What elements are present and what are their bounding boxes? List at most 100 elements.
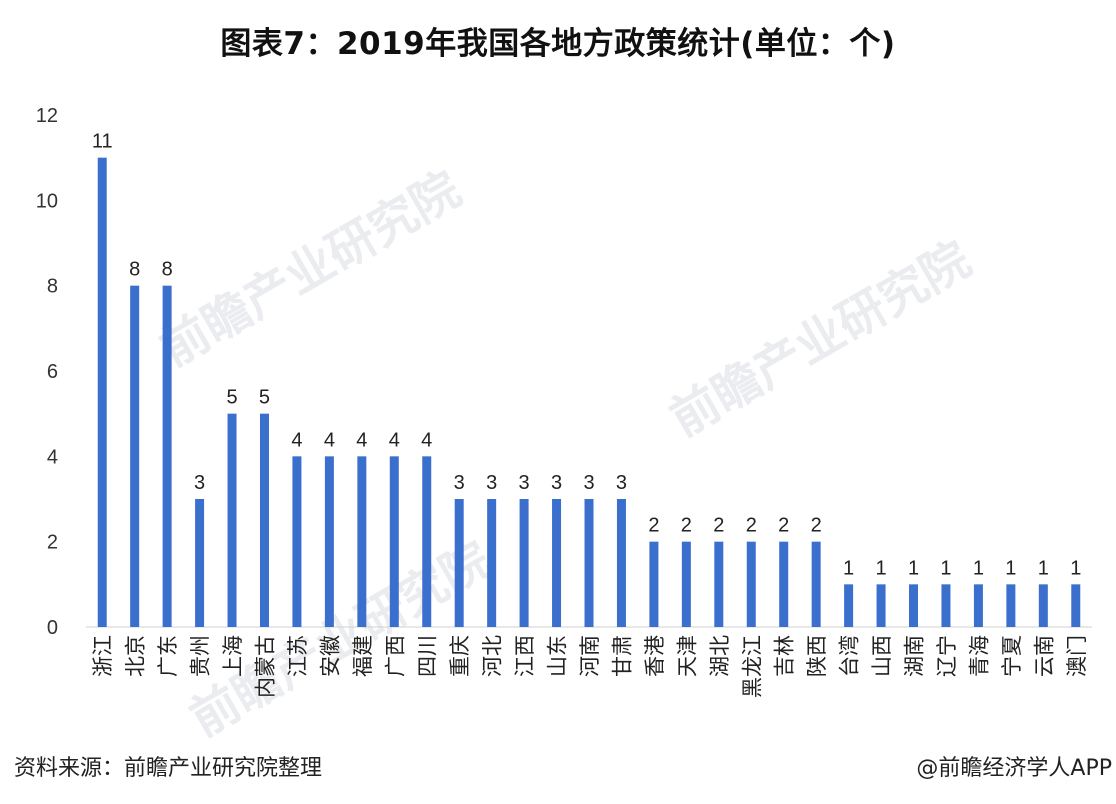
category-label: 广西 (383, 635, 407, 677)
bar-云南 (1038, 584, 1048, 627)
category-label: 江西 (513, 635, 537, 677)
bar-江苏 (292, 456, 302, 627)
bar-陕西 (811, 541, 821, 627)
bar-四川 (422, 456, 432, 627)
bar-重庆 (454, 499, 464, 627)
data-label: 2 (648, 515, 659, 537)
data-label: 3 (583, 472, 594, 494)
category-label: 黑龙江 (740, 635, 764, 698)
y-tick-label: 10 (36, 190, 58, 212)
category-label: 上海 (221, 635, 245, 677)
category-label: 天津 (675, 635, 699, 677)
data-label: 1 (1038, 557, 1049, 579)
data-label: 4 (421, 429, 432, 451)
bar-河南 (584, 499, 594, 627)
category-label: 山西 (870, 635, 894, 677)
data-label: 2 (681, 515, 692, 537)
bar-福建 (357, 456, 367, 627)
data-label: 5 (226, 387, 237, 409)
category-label: 辽宁 (935, 635, 959, 677)
bar-澳门 (1071, 584, 1081, 627)
data-label: 3 (519, 472, 530, 494)
data-label: 1 (843, 557, 854, 579)
bar-湖北 (714, 541, 724, 627)
y-tick-label: 12 (36, 105, 58, 127)
category-label: 宁夏 (1000, 635, 1024, 677)
data-label: 2 (778, 515, 789, 537)
data-label: 1 (1070, 557, 1081, 579)
category-label: 青海 (967, 635, 991, 677)
category-label: 北京 (124, 635, 148, 677)
data-label: 2 (746, 515, 757, 537)
data-label: 2 (811, 515, 822, 537)
category-label: 河南 (578, 635, 602, 677)
bar-台湾 (844, 584, 854, 627)
category-label: 山东 (546, 635, 570, 677)
data-label: 1 (908, 557, 919, 579)
bar-宁夏 (1006, 584, 1016, 627)
data-label: 11 (92, 131, 113, 153)
bar-吉林 (779, 541, 789, 627)
data-label: 8 (162, 259, 173, 281)
data-label: 3 (486, 472, 497, 494)
category-label: 江苏 (286, 635, 310, 677)
category-label: 陕西 (805, 635, 829, 677)
category-label: 河北 (481, 635, 505, 677)
bar-安徽 (324, 456, 334, 627)
bar-山西 (876, 584, 886, 627)
data-label: 3 (551, 472, 562, 494)
data-label: 8 (129, 259, 140, 281)
data-label: 3 (194, 472, 205, 494)
y-tick-label: 6 (47, 361, 58, 383)
bar-黑龙江 (746, 541, 756, 627)
data-label: 3 (616, 472, 627, 494)
category-label: 湖北 (708, 635, 732, 677)
bar-天津 (681, 541, 691, 627)
data-label: 4 (324, 429, 335, 451)
bar-青海 (973, 584, 983, 627)
category-label: 重庆 (448, 635, 472, 677)
category-label: 甘肃 (610, 635, 634, 677)
data-label: 5 (259, 387, 270, 409)
bar-广东 (162, 285, 172, 627)
bar-山东 (552, 499, 562, 627)
data-label: 3 (454, 472, 465, 494)
y-tick-label: 0 (47, 617, 58, 639)
y-tick-label: 2 (47, 532, 58, 554)
bar-广西 (389, 456, 399, 627)
category-label: 浙江 (91, 635, 115, 677)
category-label: 内蒙古 (253, 635, 277, 698)
category-label: 台湾 (838, 635, 862, 677)
bar-辽宁 (941, 584, 951, 627)
bar-河北 (487, 499, 497, 627)
bar-chart: 02468101211浙江8北京8广东3贵州5上海5内蒙古4江苏4安徽4福建4广… (36, 105, 1092, 698)
bar-湖南 (909, 584, 919, 627)
category-label: 贵州 (189, 635, 213, 677)
data-label: 1 (876, 557, 887, 579)
category-label: 四川 (416, 635, 440, 677)
category-label: 吉林 (773, 635, 797, 677)
data-label: 1 (973, 557, 984, 579)
category-label: 香港 (643, 635, 667, 677)
category-label: 安徽 (318, 635, 342, 677)
category-label: 福建 (351, 635, 375, 677)
bar-内蒙古 (259, 413, 269, 627)
bar-上海 (227, 413, 237, 627)
bar-甘肃 (616, 499, 626, 627)
y-tick-label: 4 (47, 446, 58, 468)
bar-江西 (519, 499, 529, 627)
data-label: 4 (389, 429, 400, 451)
bar-香港 (649, 541, 659, 627)
data-label: 1 (1005, 557, 1016, 579)
data-label: 4 (291, 429, 302, 451)
credit-note: @前瞻经济学人APP (916, 756, 1112, 781)
bar-贵州 (195, 499, 205, 627)
data-label: 1 (940, 557, 951, 579)
data-label: 2 (713, 515, 724, 537)
category-label: 广东 (156, 635, 180, 677)
bar-浙江 (97, 157, 107, 627)
source-note: 资料来源：前瞻产业研究院整理 (14, 756, 323, 781)
category-label: 云南 (1032, 635, 1056, 677)
y-tick-label: 8 (47, 276, 58, 298)
bar-北京 (130, 285, 140, 627)
